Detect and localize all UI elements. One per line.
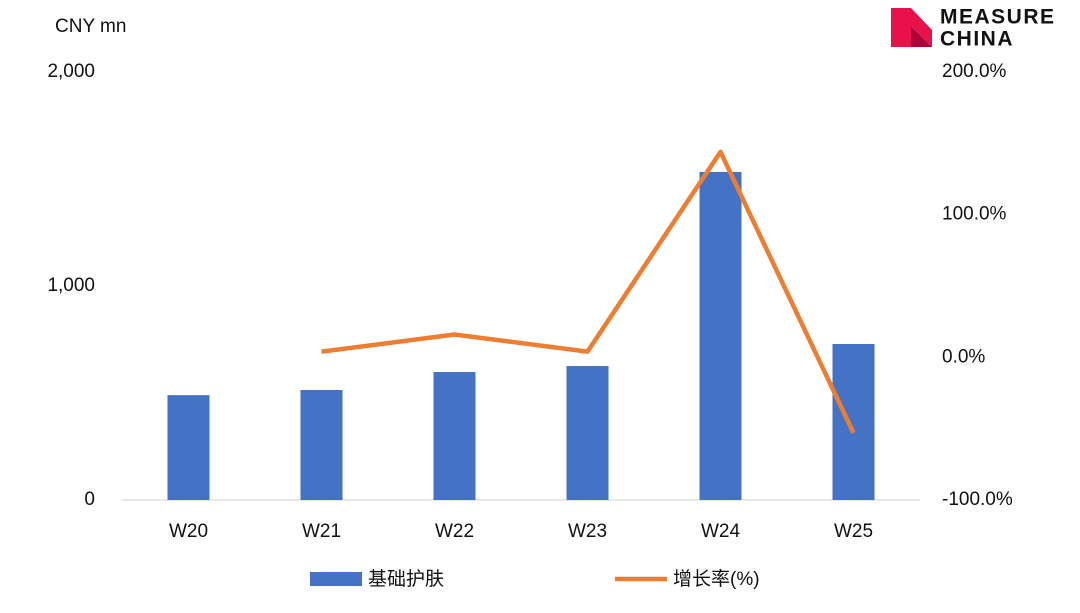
bar <box>699 171 742 501</box>
legend-label: 增长率(%) <box>673 568 760 590</box>
x-tick-label: W21 <box>302 521 341 542</box>
x-tick-label: W20 <box>169 521 208 542</box>
x-tick-label: W22 <box>435 521 474 542</box>
y-tick-label: 1,000 <box>47 275 95 296</box>
y2-tick-label: 0.0% <box>942 346 985 367</box>
y-tick-label: 2,000 <box>47 61 95 82</box>
legend-swatch <box>310 572 362 586</box>
line <box>321 149 856 434</box>
logo-mark <box>891 8 932 47</box>
logo: MEASURE CHINA <box>891 6 1056 51</box>
y2-tick-label: 200.0% <box>942 61 1007 82</box>
y2-tick-label: 100.0% <box>942 204 1007 225</box>
y-tick-label: 0 <box>84 489 95 510</box>
logo-text: CHINA <box>940 28 1014 51</box>
bar <box>300 390 343 500</box>
bar <box>167 395 210 500</box>
x-tick-label: W23 <box>568 521 607 542</box>
logo-mark <box>911 26 932 47</box>
bar <box>566 366 609 500</box>
bar <box>832 343 875 500</box>
x-tick-label: W24 <box>701 521 741 542</box>
y-axis-label: CNY mn <box>55 16 126 37</box>
x-tick-label: W25 <box>834 521 873 542</box>
logo-text: MEASURE <box>940 6 1056 29</box>
legend-label: 基础护肤 <box>368 568 444 590</box>
y2-tick-label: -100.0% <box>942 489 1013 510</box>
bar <box>433 372 476 500</box>
